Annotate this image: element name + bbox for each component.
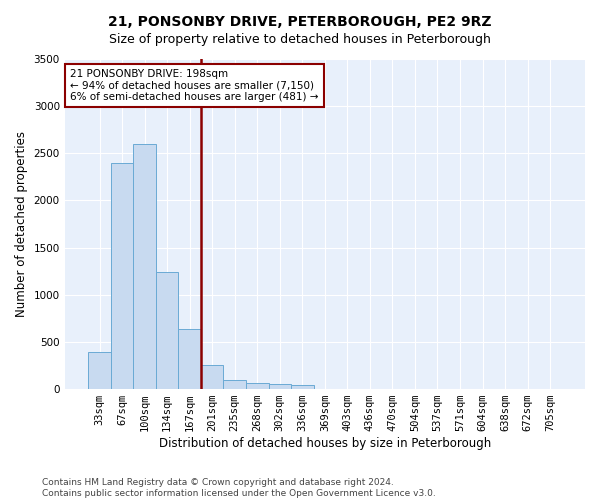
Bar bbox=[201, 364, 223, 389]
Bar bbox=[246, 384, 269, 389]
Bar bbox=[156, 272, 178, 389]
Text: 21, PONSONBY DRIVE, PETERBOROUGH, PE2 9RZ: 21, PONSONBY DRIVE, PETERBOROUGH, PE2 9R… bbox=[108, 15, 492, 29]
X-axis label: Distribution of detached houses by size in Peterborough: Distribution of detached houses by size … bbox=[159, 437, 491, 450]
Bar bbox=[133, 144, 156, 389]
Bar bbox=[269, 384, 291, 389]
Text: Size of property relative to detached houses in Peterborough: Size of property relative to detached ho… bbox=[109, 32, 491, 46]
Bar bbox=[111, 162, 133, 389]
Text: 21 PONSONBY DRIVE: 198sqm
← 94% of detached houses are smaller (7,150)
6% of sem: 21 PONSONBY DRIVE: 198sqm ← 94% of detac… bbox=[70, 69, 319, 102]
Bar bbox=[178, 328, 201, 389]
Bar bbox=[223, 380, 246, 389]
Bar bbox=[88, 352, 111, 389]
Bar bbox=[291, 386, 314, 389]
Text: Contains HM Land Registry data © Crown copyright and database right 2024.
Contai: Contains HM Land Registry data © Crown c… bbox=[42, 478, 436, 498]
Y-axis label: Number of detached properties: Number of detached properties bbox=[15, 131, 28, 317]
